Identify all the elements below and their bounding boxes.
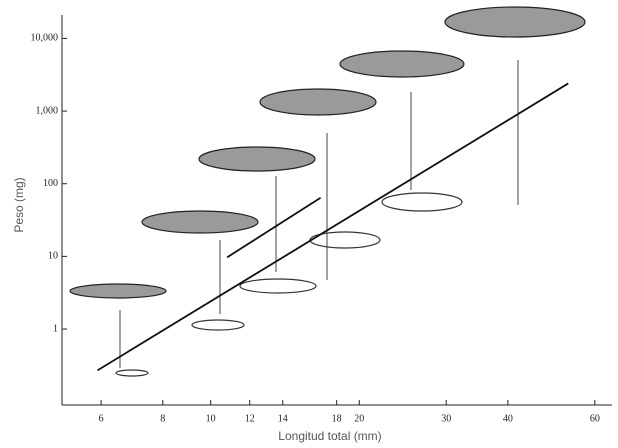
x-tick-label: 10 bbox=[206, 413, 216, 424]
x-tick-label: 30 bbox=[441, 413, 451, 424]
chart: Longitud total (mm) Peso (mg) 1 10 100 1,00… bbox=[0, 0, 618, 448]
y-tick-label: 10,000 bbox=[31, 33, 59, 44]
x-tick-label: 40 bbox=[503, 413, 513, 424]
fish-drawing bbox=[142, 211, 258, 233]
y-tick-label: 1 bbox=[53, 323, 58, 334]
larva-drawing bbox=[116, 370, 148, 376]
fish-drawing bbox=[445, 7, 585, 37]
larva-drawing bbox=[382, 193, 462, 211]
y-tick-label: 1,000 bbox=[36, 105, 59, 116]
x-tick-label: 14 bbox=[278, 413, 288, 424]
fish-drawing bbox=[199, 147, 315, 171]
y-tick-label: 100 bbox=[43, 178, 58, 189]
x-axis-label: Longitud total (mm) bbox=[278, 429, 381, 443]
y-axis-label: Peso (mg) bbox=[12, 177, 26, 232]
fish-drawing bbox=[260, 89, 376, 115]
larva-drawing bbox=[240, 279, 316, 293]
x-tick-label: 8 bbox=[160, 413, 165, 424]
fish-drawing bbox=[70, 284, 166, 298]
x-tick-label: 20 bbox=[354, 413, 364, 424]
fish-drawing bbox=[340, 51, 464, 77]
larva-drawing bbox=[192, 320, 244, 330]
x-tick-label: 60 bbox=[590, 413, 600, 424]
x-tick-label: 12 bbox=[245, 413, 255, 424]
illustrations bbox=[70, 7, 585, 376]
y-tick-label: 10 bbox=[48, 251, 58, 262]
x-tick-label: 6 bbox=[99, 413, 104, 424]
x-tick-label: 18 bbox=[332, 413, 342, 424]
